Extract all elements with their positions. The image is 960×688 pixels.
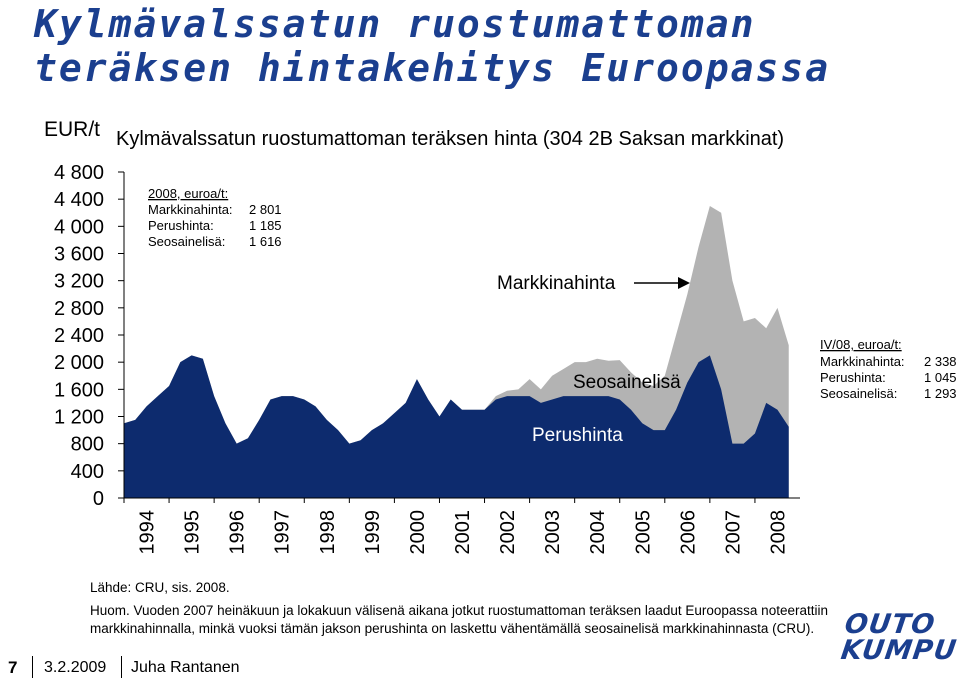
chart-title: Kylmävalssatun ruostumattoman teräksen h…	[116, 128, 784, 150]
footer: 7 3.2.2009 Juha Rantanen	[0, 653, 270, 688]
y-tick-label: 2 400	[54, 325, 104, 347]
x-tick-label: 1995	[182, 510, 204, 555]
annotation-2008-value: 2 801	[249, 202, 282, 217]
x-tick-label: 1999	[362, 510, 384, 555]
x-tick-label: 1994	[137, 510, 159, 555]
x-tick-label: 1997	[272, 510, 294, 555]
annotation-2008-value: 1 616	[249, 234, 282, 249]
remark-line-1: Huom. Vuoden 2007 heinäkuun ja lokakuun …	[90, 603, 828, 618]
y-tick-label: 3 200	[54, 271, 104, 293]
y-tick-label: 400	[71, 461, 104, 483]
footer-author: Juha Rantanen	[131, 659, 240, 676]
y-tick-label: 800	[71, 434, 104, 456]
remark-line-2: markkinahinnalla, minkä vuoksi tämän jak…	[90, 621, 815, 636]
annotation-q4-value: 2 338	[924, 354, 957, 369]
page-title-line-2: teräksen hintakehitys Euroopassa	[34, 46, 831, 90]
y-tick-label: 3 600	[54, 244, 104, 266]
outokumpu-logo: OUTO KUMPU	[839, 609, 959, 666]
x-tick-label: 2004	[587, 510, 609, 555]
y-axis-label: EUR/t	[44, 118, 100, 141]
annotation-q4-label: Seosainelisä:	[820, 386, 897, 401]
label-perushinta: Perushinta	[532, 425, 623, 446]
x-tick-label: 2002	[497, 510, 519, 555]
y-tick-label: 1 200	[54, 407, 104, 429]
y-tick-label: 2 000	[54, 352, 104, 374]
x-tick-label: 2000	[407, 510, 429, 555]
page-title-line-1: Kylmävalssatun ruostumattoman	[34, 2, 756, 46]
label-markkinahinta: Markkinahinta	[497, 273, 616, 294]
arrow-head	[678, 277, 690, 289]
annotation-q4-label: Markkinahinta:	[820, 354, 905, 369]
annotation-q4-label: Perushinta:	[820, 370, 886, 385]
chart-areas	[124, 205, 789, 498]
annotation-2008-label: Markkinahinta:	[148, 202, 233, 217]
footer-divider	[32, 656, 33, 678]
chart-annotations: 2008, euroa/t:Markkinahinta: 2 801Perushi…	[148, 186, 957, 446]
y-tick-label: 1 600	[54, 379, 104, 401]
annotation-q4-title: IV/08, euroa/t:	[820, 337, 902, 352]
x-tick-label: 2007	[722, 510, 744, 555]
x-tick-label: 2005	[632, 510, 654, 555]
x-tick-label: 1996	[227, 510, 249, 555]
price-chart: EUR/t Kylmävalssatun ruostumattoman terä…	[44, 118, 957, 555]
annotation-q4-value: 1 293	[924, 386, 957, 401]
y-tick-label: 4 800	[54, 162, 104, 184]
annotation-2008-label: Seosainelisä:	[148, 234, 225, 249]
base-price-area	[124, 355, 789, 498]
annotation-2008-label: Perushinta:	[148, 218, 214, 233]
logo-line-2: KUMPU	[839, 635, 959, 666]
annotation-2008-value: 1 185	[249, 218, 282, 233]
y-tick-label: 0	[93, 488, 104, 510]
y-tick-label: 4 400	[54, 189, 104, 211]
y-axis-ticks: 0 400 800 1 200 1 600 2 000 2 400 2 800 3 200 3 6…	[54, 162, 124, 510]
annotation-2008-title: 2008, euroa/t:	[148, 186, 228, 201]
x-axis-ticks: 1994 1995 1996 1997 1998 1999 2000 2001 2002 2003…	[123, 498, 789, 555]
y-tick-label: 2 800	[54, 298, 104, 320]
y-tick-label: 4 000	[54, 216, 104, 238]
label-seosainelisa: Seosainelisä	[573, 372, 681, 393]
page-title: Kylmävalssatun ruostumattoman teräksen h…	[34, 2, 830, 90]
x-tick-label: 2008	[767, 510, 789, 555]
x-tick-label: 2001	[452, 510, 474, 555]
x-tick-label: 1998	[317, 510, 339, 555]
footer-divider	[121, 656, 122, 678]
footer-date: 3.2.2009	[44, 659, 107, 676]
x-tick-label: 2006	[677, 510, 699, 555]
page-number: 7	[8, 658, 18, 677]
x-tick-label: 2003	[542, 510, 564, 555]
source-note: Lähde: CRU, sis. 2008.	[90, 580, 230, 595]
annotation-q4-value: 1 045	[924, 370, 957, 385]
